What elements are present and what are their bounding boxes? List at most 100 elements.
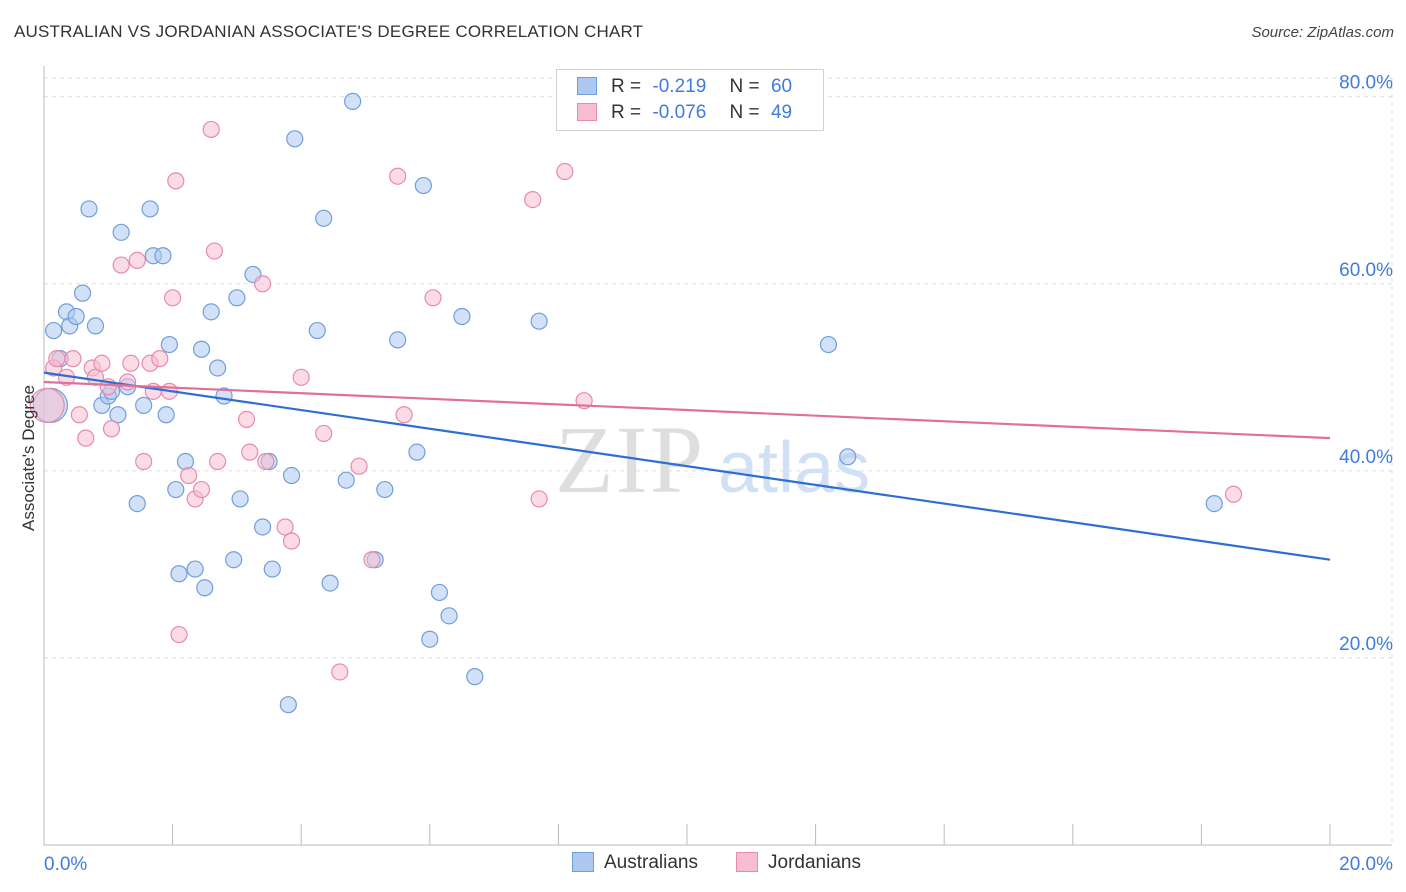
jordanian-point <box>424 289 442 307</box>
label-layer: 20.0% 40.0% 60.0% 80.0% 0.0% 20.0% Associate's… <box>19 73 1393 875</box>
australians-legend-swatch <box>572 852 594 872</box>
australian-point <box>186 560 204 578</box>
australian-point <box>279 696 297 714</box>
australian-point <box>308 321 326 340</box>
jordanian-point <box>315 424 333 443</box>
jordanian-point <box>77 429 95 447</box>
legend-n-value: 60 <box>770 76 793 97</box>
jordanian-point <box>556 162 574 181</box>
jordanian-point <box>164 289 182 307</box>
jordanian-point <box>389 167 407 185</box>
jordanians-swatch <box>577 103 597 121</box>
jordanian-point <box>102 420 121 438</box>
y-tick-label: 40.0% <box>1339 447 1393 468</box>
watermark-zip: ZIP <box>555 406 705 513</box>
jordanian-point <box>170 625 188 644</box>
legend-r-value: -0.076 <box>652 102 707 123</box>
chart-title: AUSTRALIAN VS JORDANIAN ASSOCIATE'S DEGR… <box>14 22 644 41</box>
jordanian-point <box>395 406 413 424</box>
jordanian-point <box>350 457 368 475</box>
australian-point <box>86 317 105 335</box>
jordanian-point <box>282 532 301 550</box>
australian-point <box>466 668 484 686</box>
x-tick-label: 20.0% <box>1339 854 1393 875</box>
australian-point <box>315 209 333 227</box>
australian-point <box>263 560 281 578</box>
australian-point <box>157 406 175 424</box>
australian-point <box>286 130 304 148</box>
australian-point <box>141 200 159 218</box>
jordanian-point <box>254 275 272 293</box>
jordanian-point <box>151 350 169 368</box>
legend-row-australians: R = -0.219 N = 60 <box>577 76 792 100</box>
jordanian-point <box>128 251 146 269</box>
source-label: Source: ZipAtlas.com <box>1251 24 1394 41</box>
jordanian-point <box>118 373 137 391</box>
jordanian-point <box>530 490 548 508</box>
y-axis-label: Associate's Degree <box>19 385 38 531</box>
australian-point <box>1205 494 1223 513</box>
jordanian-point <box>292 368 310 386</box>
jordanian-point <box>29 387 65 423</box>
y-tick-label: 80.0% <box>1339 73 1393 94</box>
jordanian-point <box>112 256 130 274</box>
jordanians-legend-swatch <box>736 852 758 872</box>
jordanian-point <box>202 120 220 139</box>
jordanian-point <box>64 350 82 368</box>
australians-swatch <box>577 77 597 95</box>
australian-trend-line <box>43 371 1331 561</box>
australian-point <box>167 480 185 499</box>
australian-point <box>389 331 407 349</box>
y-tick-label: 20.0% <box>1339 634 1393 655</box>
australian-point <box>45 321 63 340</box>
jordanian-trend-line <box>43 380 1331 440</box>
jordanian-point <box>93 354 111 372</box>
y-tick-label: 60.0% <box>1339 260 1393 281</box>
australian-point <box>530 312 548 330</box>
australian-point <box>209 359 227 377</box>
australian-point <box>231 490 249 508</box>
trend-layer <box>43 371 1331 561</box>
legend-n-value: 49 <box>770 102 793 123</box>
australian-point <box>321 574 339 592</box>
legend-row-jordanians: R = -0.076 N = 49 <box>577 102 792 126</box>
legend-item-jordanians[interactable]: Jordanians <box>736 852 861 874</box>
australian-point <box>453 307 471 326</box>
points-layer <box>29 92 1243 714</box>
legend-r-value: -0.219 <box>652 76 707 97</box>
jordanian-point <box>48 350 66 368</box>
australian-point <box>160 335 178 354</box>
australian-point <box>440 607 458 625</box>
australian-point <box>67 307 85 326</box>
axis-layer <box>43 66 1392 846</box>
australian-point <box>112 223 130 241</box>
australian-point <box>414 176 432 195</box>
jordanian-point <box>257 452 275 471</box>
legend-n-label: N = <box>729 76 760 97</box>
jordanian-point <box>135 452 153 471</box>
australian-point <box>135 396 153 414</box>
jordanian-point <box>524 190 542 209</box>
jordanian-point <box>1224 485 1243 503</box>
australian-point <box>202 303 220 321</box>
australian-point <box>344 92 362 110</box>
australian-point <box>228 289 246 307</box>
australian-point <box>337 471 355 489</box>
australian-point <box>225 551 243 569</box>
jordanian-point <box>122 354 140 372</box>
australian-point <box>80 200 98 218</box>
jordanian-point <box>70 406 88 424</box>
australian-point <box>73 284 92 302</box>
australian-point <box>154 247 172 265</box>
jordanian-point <box>205 242 223 260</box>
watermark: ZIP atlas <box>555 406 870 513</box>
legend-item-australians[interactable]: Australians <box>572 852 698 874</box>
legend-r-label: R = <box>611 76 642 97</box>
australian-point <box>254 518 272 536</box>
jordanian-point <box>363 551 381 569</box>
jordanian-point <box>237 410 256 429</box>
legend-item-label: Jordanians <box>768 852 861 873</box>
series-legend: Australians Jordanians <box>0 852 1406 878</box>
jordanian-point <box>209 452 227 471</box>
